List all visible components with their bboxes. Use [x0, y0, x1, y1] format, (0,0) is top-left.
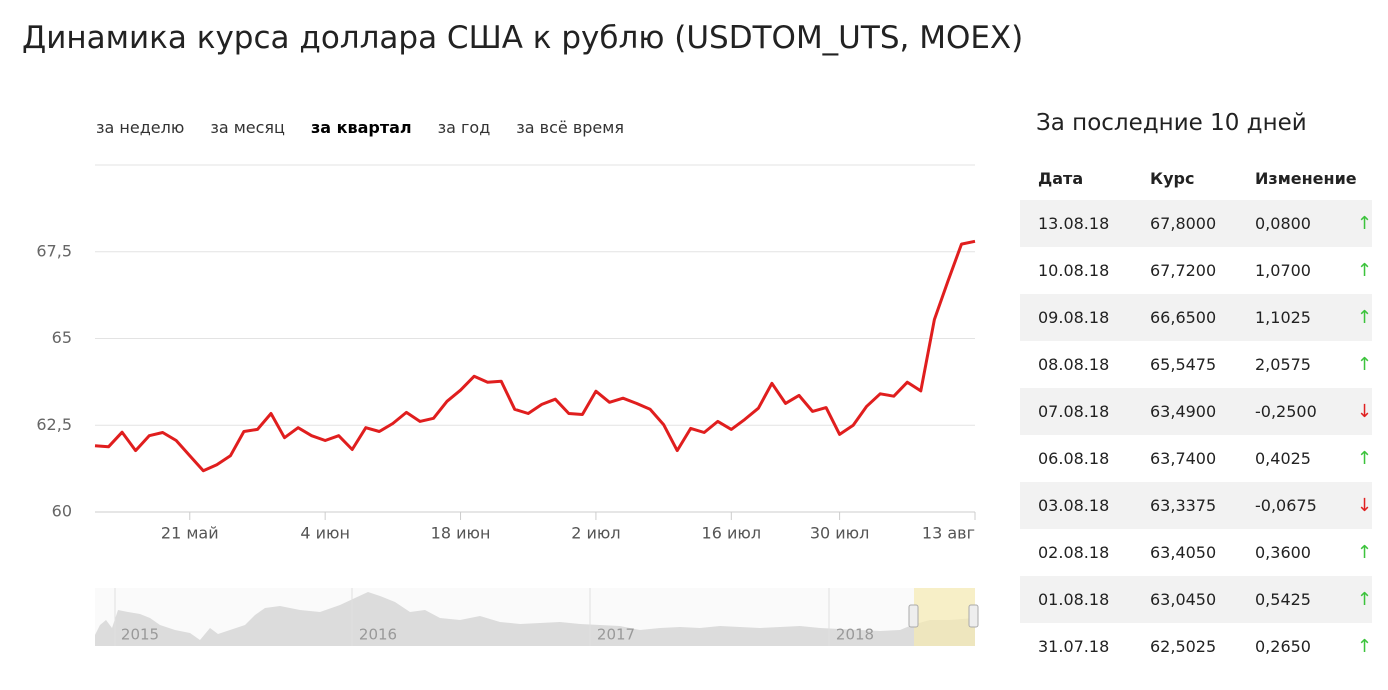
trend-arrow: ↑ [1356, 260, 1372, 281]
table-cell: 66,6500 [1150, 308, 1217, 327]
table-cell: 0,0800 [1255, 214, 1311, 233]
table-cell: 0,2650 [1255, 637, 1311, 656]
trend-arrow: ↑ [1356, 307, 1372, 328]
x-tick-label: 18 июн [431, 524, 491, 543]
period-tabs: за неделю за месяц за квартал за год за всё … [96, 118, 650, 137]
recent-rates: За последние 10 дней Дата Курс Изменение 1… [1020, 110, 1372, 670]
page-title: Динамика курса доллара США к рублю (USDT… [22, 20, 1024, 56]
table-cell: 65,5475 [1150, 355, 1217, 374]
period-tab[interactable]: за всё время [516, 118, 624, 137]
table-cell: 62,5025 [1150, 637, 1217, 656]
table-cell: 02.08.18 [1038, 543, 1110, 562]
table-cell: 08.08.18 [1038, 355, 1110, 374]
trend-arrow: ↑ [1356, 448, 1372, 469]
period-tab[interactable]: за год [437, 118, 491, 137]
x-tick-label: 30 июл [810, 524, 870, 543]
table-cell: 0,4025 [1255, 449, 1311, 468]
table-cell: 1,1025 [1255, 308, 1311, 327]
x-tick-label: 21 май [161, 524, 219, 543]
column-header: Изменение [1255, 168, 1357, 188]
table-cell: 0,5425 [1255, 590, 1311, 609]
table-cell: 03.08.18 [1038, 496, 1110, 515]
navigator-area [95, 592, 975, 646]
table-body: 13.08.18 67,8000 0,0800 ↑ 10.08.18 67,7200 1,0… [1020, 200, 1372, 670]
rates-table: Дата Курс Изменение 13.08.18 67,8000 0,0800 ↑… [1020, 156, 1372, 670]
table-row: 10.08.18 67,7200 1,0700 ↑ [1020, 247, 1372, 294]
navigator-label: 2015 [121, 626, 159, 644]
trend-arrow: ↑ [1356, 589, 1372, 610]
table-cell: 63,4900 [1150, 402, 1217, 421]
period-tab[interactable]: за неделю [96, 118, 185, 137]
navigator-handle[interactable] [968, 604, 979, 628]
table-cell: 63,7400 [1150, 449, 1217, 468]
period-tab[interactable]: за квартал [310, 118, 412, 137]
trend-arrow: ↑ [1356, 636, 1372, 657]
y-tick-label: 60 [52, 502, 72, 521]
table-cell: 31.07.18 [1038, 637, 1110, 656]
table-row: 13.08.18 67,8000 0,0800 ↑ [1020, 200, 1372, 247]
column-header: Дата [1038, 168, 1084, 188]
table-cell: 09.08.18 [1038, 308, 1110, 327]
table-cell: 67,8000 [1150, 214, 1217, 233]
table-row: 07.08.18 63,4900 -0,2500 ↓ [1020, 388, 1372, 435]
trend-arrow: ↑ [1356, 213, 1372, 234]
table-cell: -0,0675 [1255, 496, 1317, 515]
table-cell: 06.08.18 [1038, 449, 1110, 468]
navigator-label: 2016 [359, 626, 397, 644]
trend-arrow: ↑ [1356, 354, 1372, 375]
table-cell: 13.08.18 [1038, 214, 1110, 233]
table-row: 02.08.18 63,4050 0,3600 ↑ [1020, 529, 1372, 576]
table-header: Дата Курс Изменение [1020, 156, 1372, 200]
navigator-handle[interactable] [908, 604, 919, 628]
table-cell: 67,7200 [1150, 261, 1217, 280]
x-tick-label: 13 авг [922, 524, 975, 543]
trend-arrow: ↓ [1356, 495, 1372, 516]
trend-arrow: ↓ [1356, 401, 1372, 422]
chart: 2015 2016 2017 2018 60 62,5 65 67,5 21 май 4 … [36, 164, 979, 646]
x-tick-label: 16 июл [702, 524, 762, 543]
table-row: 01.08.18 63,0450 0,5425 ↑ [1020, 576, 1372, 623]
table-cell: 1,0700 [1255, 261, 1311, 280]
table-row: 31.07.18 62,5025 0,2650 ↑ [1020, 623, 1372, 670]
period-tab[interactable]: за месяц [210, 118, 285, 137]
table-cell: 63,4050 [1150, 543, 1217, 562]
table-cell: 07.08.18 [1038, 402, 1110, 421]
table-cell: 01.08.18 [1038, 590, 1110, 609]
table-cell: -0,2500 [1255, 402, 1317, 421]
navigator-window[interactable] [914, 588, 975, 646]
table-row: 06.08.18 63,7400 0,4025 ↑ [1020, 435, 1372, 482]
y-tick-label: 65 [52, 328, 72, 347]
navigator: 2015 2016 2017 2018 [95, 588, 979, 646]
y-tick-label: 62,5 [36, 415, 72, 434]
trend-arrow: ↑ [1356, 542, 1372, 563]
column-header: Курс [1150, 168, 1195, 188]
table-row: 09.08.18 66,6500 1,1025 ↑ [1020, 294, 1372, 341]
table-cell: 63,3375 [1150, 496, 1217, 515]
table-title: За последние 10 дней [1036, 110, 1307, 136]
table-cell: 2,0575 [1255, 355, 1311, 374]
navigator-label: 2017 [597, 626, 635, 644]
table-cell: 0,3600 [1255, 543, 1311, 562]
rate-line [94, 239, 976, 473]
navigator-label: 2018 [836, 626, 874, 644]
table-cell: 63,0450 [1150, 590, 1217, 609]
x-tick-label: 4 июн [300, 524, 350, 543]
column-header-blank [1357, 156, 1372, 200]
x-tick-label: 2 июл [571, 524, 620, 543]
table-cell: 10.08.18 [1038, 261, 1110, 280]
table-row: 03.08.18 63,3375 -0,0675 ↓ [1020, 482, 1372, 529]
y-tick-label: 67,5 [36, 241, 72, 260]
table-row: 08.08.18 65,5475 2,0575 ↑ [1020, 341, 1372, 388]
